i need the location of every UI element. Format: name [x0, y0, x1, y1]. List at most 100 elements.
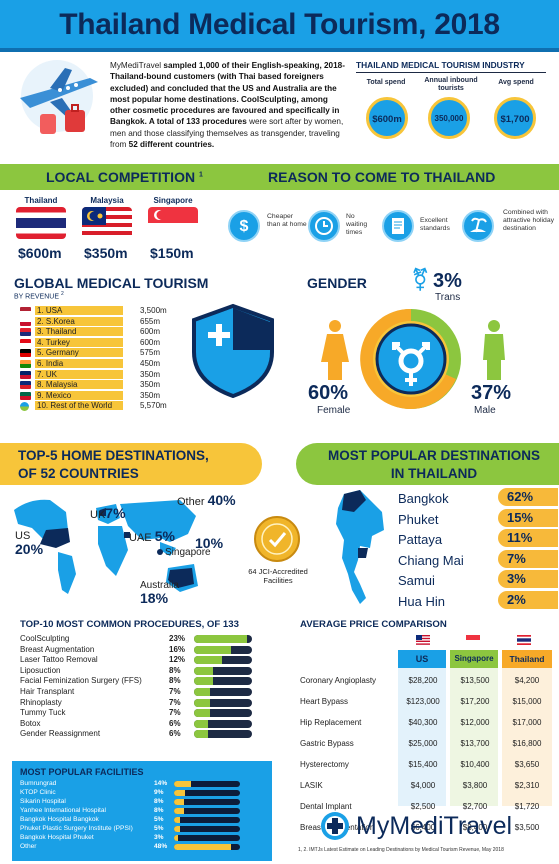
global-row: 5. Germany 575m	[20, 348, 195, 359]
prices-col-us-bg	[398, 668, 446, 806]
global-rank: 2.	[37, 316, 44, 326]
facility-row: Bumrungrad 14%	[20, 780, 270, 789]
global-country-name: Thailand	[45, 327, 77, 337]
price-procedure: Dental Implant	[300, 802, 352, 811]
prices-col-thailand: Thailand	[502, 650, 552, 668]
global-rank: 5.	[37, 348, 44, 358]
global-rank: 10.	[37, 401, 49, 411]
price-cell-us: $25,000	[408, 739, 438, 748]
malaysia-flag-icon	[82, 207, 132, 239]
global-country-cell: 8. Malaysia	[35, 380, 123, 390]
procedure-name: Rhinoplasty	[20, 697, 62, 707]
procedure-pct: 12%	[169, 655, 186, 665]
prices-col-sg-bg	[450, 668, 498, 806]
price-cell-us: $40,300	[408, 718, 438, 727]
facility-bar	[174, 826, 240, 832]
procedure-bar	[194, 635, 252, 643]
price-cell-us: $15,400	[408, 760, 438, 769]
global-rank: 4.	[37, 337, 44, 347]
destination-row: Hua Hin 2%	[398, 591, 558, 612]
global-country-cell: 4. Turkey	[35, 337, 123, 347]
destination-name: Samui	[398, 573, 435, 589]
facility-bar	[174, 835, 240, 841]
procedure-pct: 6%	[169, 729, 181, 739]
country-flag-icon	[20, 328, 31, 337]
price-cell-th: $15,000	[512, 697, 542, 706]
procedure-bar	[194, 666, 252, 675]
industry-label-spend: Total spend	[366, 79, 406, 86]
price-cell-sg: $17,200	[460, 697, 490, 706]
facility-pct: 5%	[154, 825, 164, 832]
procedure-pct: 6%	[169, 718, 181, 728]
price-row: LASIK $4,000 $3,800 $2,310	[300, 775, 555, 796]
popular-title: MOST POPULAR DESTINATIONS IN THAILAND	[327, 448, 540, 481]
global-value: 350m	[140, 369, 161, 379]
global-rank: 6.	[37, 359, 44, 368]
beach-icon	[462, 210, 494, 242]
facilities-title: MOST POPULAR FACILITIES	[20, 767, 144, 777]
facility-bar-fill	[174, 790, 185, 796]
procedure-row: Hair Transplant 7%	[20, 687, 256, 698]
procedure-name: Facial Feminization Surgery (FFS)	[20, 676, 142, 686]
procedure-name: Liposuction	[20, 665, 61, 675]
procedure-pct: 7%	[169, 697, 181, 707]
page-title: Thailand Medical Tourism, 2018	[59, 8, 500, 41]
global-country-cell: 9. Mexico	[35, 390, 123, 400]
local-title: LOCAL COMPETITION 1	[46, 169, 203, 185]
global-row: 1. USA 3,500m	[20, 306, 195, 317]
gender-female-pct: 60%	[308, 382, 349, 404]
mymeditravel-logo-icon	[321, 812, 349, 840]
home-singapore-pct: 10%	[195, 535, 224, 551]
global-subtitle: BY REVENUE 2	[14, 291, 64, 301]
reason-text-2: No waiting times	[346, 213, 368, 236]
price-cell-th: $4,200	[514, 676, 540, 685]
global-country-cell: 5. Germany	[35, 348, 123, 358]
destination-pct: 2%	[498, 591, 558, 609]
reason-text-1: Cheaper than at home	[267, 213, 307, 228]
price-cell-us: $123,000	[406, 697, 440, 706]
country-flag-icon	[20, 307, 31, 315]
male-figure-icon	[483, 320, 505, 380]
global-country-name: Germany	[45, 348, 79, 358]
home-label-other: Other 40%	[177, 492, 236, 508]
facility-row: Bangkok Hospital Phuket 3%	[20, 834, 270, 843]
procedure-row: Gender Reassignment 6%	[20, 729, 256, 740]
global-rank: 9.	[37, 390, 44, 400]
prices-col-singapore: Singapore	[450, 650, 498, 668]
global-country-name: USA	[45, 306, 63, 315]
destination-pct: 3%	[498, 570, 558, 589]
medical-shield-icon	[192, 303, 274, 398]
reasons-title: REASON TO COME TO THAILAND	[268, 169, 496, 185]
facility-bar	[174, 799, 240, 805]
gender-title: GENDER	[307, 275, 367, 291]
global-country-cell: 3. Thailand	[35, 327, 123, 337]
global-row: 7. UK 350m	[20, 369, 195, 381]
destination-pct: 62%	[498, 488, 558, 506]
procedure-bar	[194, 645, 252, 654]
price-cell-us: $6,400	[410, 823, 436, 832]
price-cell-us: $28,200	[408, 676, 438, 685]
globe-icon	[20, 402, 29, 412]
price-procedure: Gastric Bypass	[300, 739, 354, 748]
section-bar-local-reasons	[0, 164, 559, 190]
procedure-pct: 23%	[169, 634, 186, 643]
procedure-pct: 7%	[169, 708, 181, 718]
procedure-row: Breast Augmentation 16%	[20, 645, 256, 656]
facility-bar-fill	[174, 835, 178, 841]
home-title: TOP-5 HOME DESTINATIONS, OF 52 COUNTRIES	[18, 448, 209, 481]
facility-row: KTOP Clinic 9%	[20, 789, 270, 798]
trans-symbol-icon: ⚧	[411, 267, 430, 292]
price-cell-sg: $8,400	[462, 823, 488, 832]
procedure-bar-fill	[194, 688, 210, 696]
global-country-name: Rest of the World	[50, 401, 113, 411]
destination-row: Phuket 15%	[398, 508, 558, 530]
procedure-name: CoolSculpting	[20, 634, 70, 643]
facility-pct: 8%	[154, 798, 164, 805]
facility-bar	[174, 781, 240, 787]
global-country-cell: 10. Rest of the World	[35, 401, 123, 411]
popular-title-banner	[296, 443, 559, 485]
price-cell-th: $16,800	[512, 739, 542, 748]
price-procedure: Hysterectomy	[300, 760, 349, 769]
procedure-bar	[194, 656, 252, 665]
global-country-name: India	[45, 359, 64, 368]
